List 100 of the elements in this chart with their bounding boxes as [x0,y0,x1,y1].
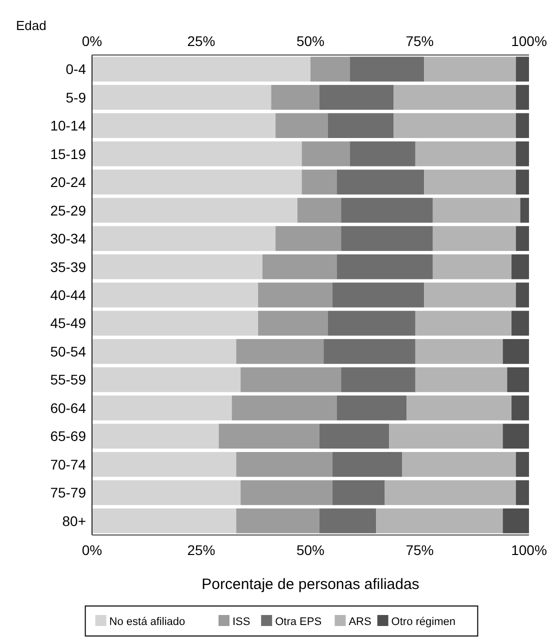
legend-label: Otro régimen [391,616,456,628]
y-tick-label: 40-44 [50,287,86,303]
y-tick-label: 0-4 [66,61,86,78]
bar [240,367,342,392]
y-tick-label: 80+ [62,512,86,529]
legend-label: Otra EPS [275,616,322,628]
bar [271,84,320,110]
bar [341,198,433,223]
x-tick-label: 50% [296,33,325,49]
bar [92,113,276,138]
bar [516,113,529,138]
bar [92,84,272,110]
bar [302,141,350,166]
y-tick-label: 75-79 [50,484,86,501]
bar [236,508,320,534]
bar [336,254,433,280]
bar [402,452,516,477]
bar [336,170,424,194]
bar [92,480,241,506]
bar [516,452,529,477]
x-axis-title: Porcentaje de personas afiliadas [202,576,420,593]
bar [92,226,276,251]
bar [92,310,258,336]
bar [92,367,241,392]
bar [276,113,328,138]
y-axis-title: Edad [16,18,46,33]
bar [336,396,407,420]
y-tick-label: 30-34 [50,230,86,247]
bar [341,226,433,251]
bar [512,310,529,336]
bar [394,84,516,110]
bar [376,508,503,534]
bar [258,282,332,308]
bar [236,339,324,364]
bar [328,113,394,138]
bar [512,396,529,420]
y-tick-label: 5-9 [66,89,86,106]
bar [415,141,516,166]
y-tick-label: 55-59 [50,372,86,388]
y-tick-label: 35-39 [50,258,86,275]
x2-tick-label: 25% [187,542,216,558]
bar [332,452,402,477]
x2-tick-label: 100% [511,542,547,558]
bar [394,113,516,138]
bar [319,424,390,449]
bar [389,424,503,449]
bar [520,198,529,223]
bar [332,480,385,506]
bar [332,282,424,308]
bar [297,198,342,223]
bar [424,56,516,82]
bar [276,226,342,251]
y-tick-label: 45-49 [50,315,86,332]
bar [92,141,302,166]
x2-tick-label: 0% [82,542,102,558]
bar [92,339,236,364]
bar [406,396,512,420]
x-tick-label: 0% [82,33,102,49]
bar [516,480,529,506]
legend-label: No está afiliado [109,616,186,628]
bar [258,310,328,336]
bar [319,84,394,110]
bar [232,396,337,420]
bar [92,452,236,477]
bar [92,170,302,194]
bar [92,508,236,534]
bar [324,339,416,364]
bar [516,84,529,110]
bar [310,56,350,82]
bar [516,141,529,166]
bar [507,367,529,392]
y-tick-label: 65-69 [50,428,86,444]
bar [432,226,516,251]
y-tick-label: 60-64 [50,400,86,416]
bar [415,367,508,392]
bar [516,170,529,194]
bar [319,508,376,534]
bar [516,282,529,308]
bar [424,170,516,194]
bar [502,339,529,364]
bar [92,56,310,82]
y-tick-label: 20-24 [50,174,86,190]
x-tick-label: 100% [511,33,547,49]
bar [92,198,298,223]
y-tick-label: 25-29 [50,202,86,218]
legend-label: ARS [348,616,372,628]
bar [92,424,219,449]
bar [432,198,520,223]
y-tick-label: 70-74 [50,456,86,472]
x-tick-label: 75% [406,33,434,49]
bar [516,226,529,251]
bar [92,282,258,308]
bar [424,282,516,308]
y-tick-label: 15-19 [50,146,86,162]
x2-tick-label: 75% [406,542,434,558]
bar [236,452,332,477]
bar [262,254,337,280]
y-tick-label: 10-14 [50,118,86,134]
bar [350,56,424,82]
bar [384,480,516,506]
